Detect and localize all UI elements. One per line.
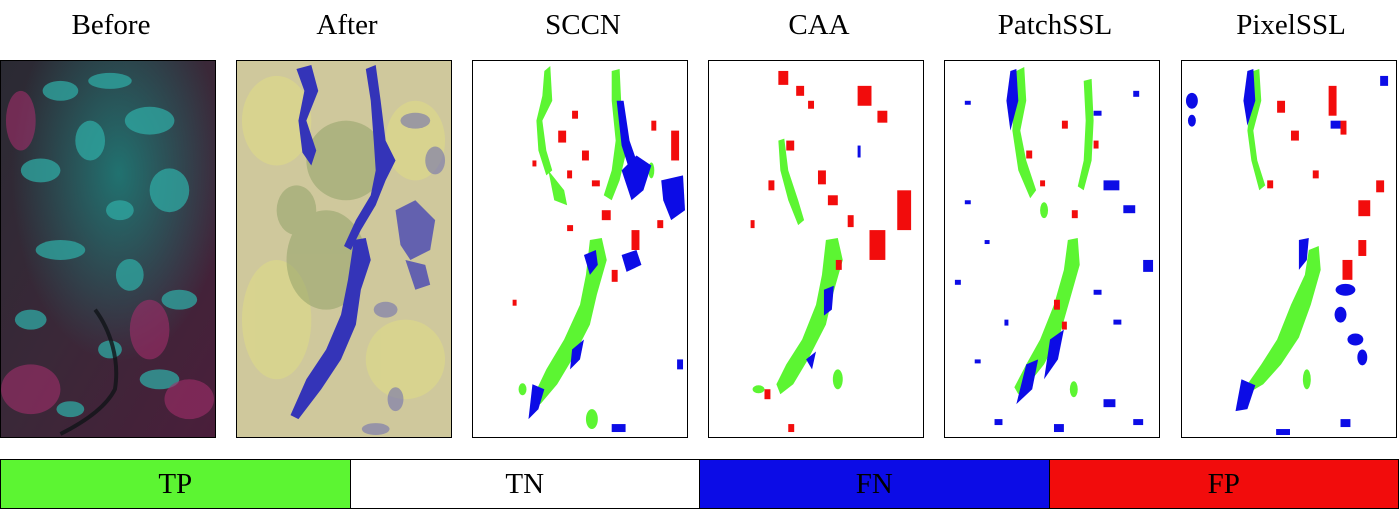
legend-fn: FN (699, 460, 1049, 508)
change-map-patchssl-icon (945, 61, 1159, 437)
legend-tn-label: TN (505, 467, 545, 500)
legend-tp: TP (1, 460, 350, 508)
legend-fn-label: FN (855, 467, 893, 500)
satellite-after-icon (237, 61, 451, 437)
legend-fp: FP (1048, 460, 1398, 508)
patchssl-change-map (944, 60, 1160, 438)
change-map-pixelssl-icon (1182, 61, 1396, 437)
change-map-caa-icon (709, 61, 923, 437)
panel-title-patchssl: PatchSSL (997, 9, 1113, 41)
panel-title-caa: CAA (788, 9, 850, 41)
pixelssl-change-map (1181, 60, 1397, 438)
legend-fp-label: FP (1207, 467, 1240, 500)
sccn-change-map (472, 60, 688, 438)
panel-title-before: Before (71, 9, 151, 41)
legend-tn: TN (349, 460, 699, 508)
legend-tp-label: TP (158, 467, 193, 500)
panel-title-sccn: SCCN (545, 9, 621, 41)
legend: TP TN FN FP (0, 459, 1399, 509)
caa-change-map (708, 60, 924, 438)
satellite-before-icon (1, 61, 215, 437)
after-image (236, 60, 452, 438)
before-image (0, 60, 216, 438)
panel-title-pixelssl: PixelSSL (1236, 9, 1346, 41)
panel-title-after: After (316, 9, 378, 41)
change-map-sccn-icon (473, 61, 687, 437)
